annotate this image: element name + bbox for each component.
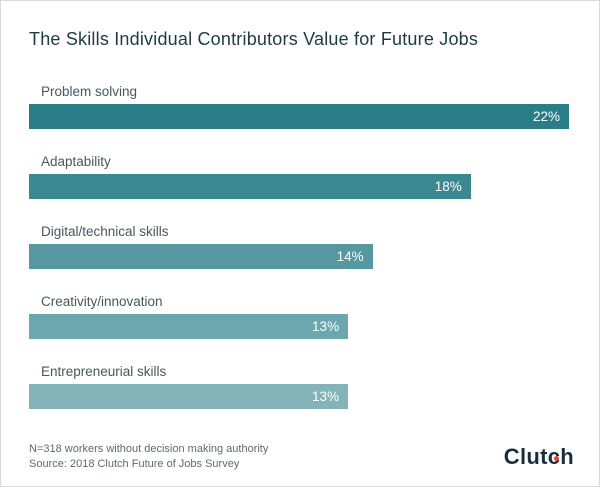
bar: 14%: [29, 244, 373, 269]
chart-row: Problem solving 22%: [29, 84, 569, 129]
logo-red-dot-icon: [554, 456, 559, 461]
bar: 13%: [29, 384, 349, 409]
bar-value-label: 13%: [312, 318, 340, 334]
chart-row: Digital/technical skills 14%: [29, 224, 569, 269]
category-label: Problem solving: [41, 84, 138, 99]
bar-value-label: 22%: [532, 108, 560, 124]
footnote-sample-size: N=318 workers without decision making au…: [29, 443, 269, 455]
bar: 13%: [29, 314, 349, 339]
chart-title: The Skills Individual Contributors Value…: [29, 29, 479, 49]
bar-chart: Problem solving 22% Adaptability 18% Digital…: [29, 84, 569, 434]
clutch-logo: Clutch: [504, 444, 574, 469]
footnote-source: Source: 2018 Clutch Future of Jobs Surve…: [29, 458, 240, 470]
category-label: Digital/technical skills: [41, 224, 169, 239]
clutch-logo-text: Clutch: [503, 444, 574, 469]
bar-value-label: 14%: [336, 248, 364, 264]
chart-row: Creativity/innovation 13%: [29, 294, 569, 339]
bar-value-label: 18%: [434, 178, 462, 194]
chart-row: Adaptability 18%: [29, 154, 569, 199]
chart-row: Entrepreneurial skills 13%: [29, 364, 569, 409]
bar-value-label: 13%: [312, 388, 340, 404]
bar: 22%: [29, 104, 569, 129]
category-label: Entrepreneurial skills: [41, 364, 167, 379]
category-label: Creativity/innovation: [41, 294, 163, 309]
category-label: Adaptability: [41, 154, 111, 169]
bar: 18%: [29, 174, 471, 199]
footnote: N=318 workers without decision making au…: [29, 442, 268, 472]
